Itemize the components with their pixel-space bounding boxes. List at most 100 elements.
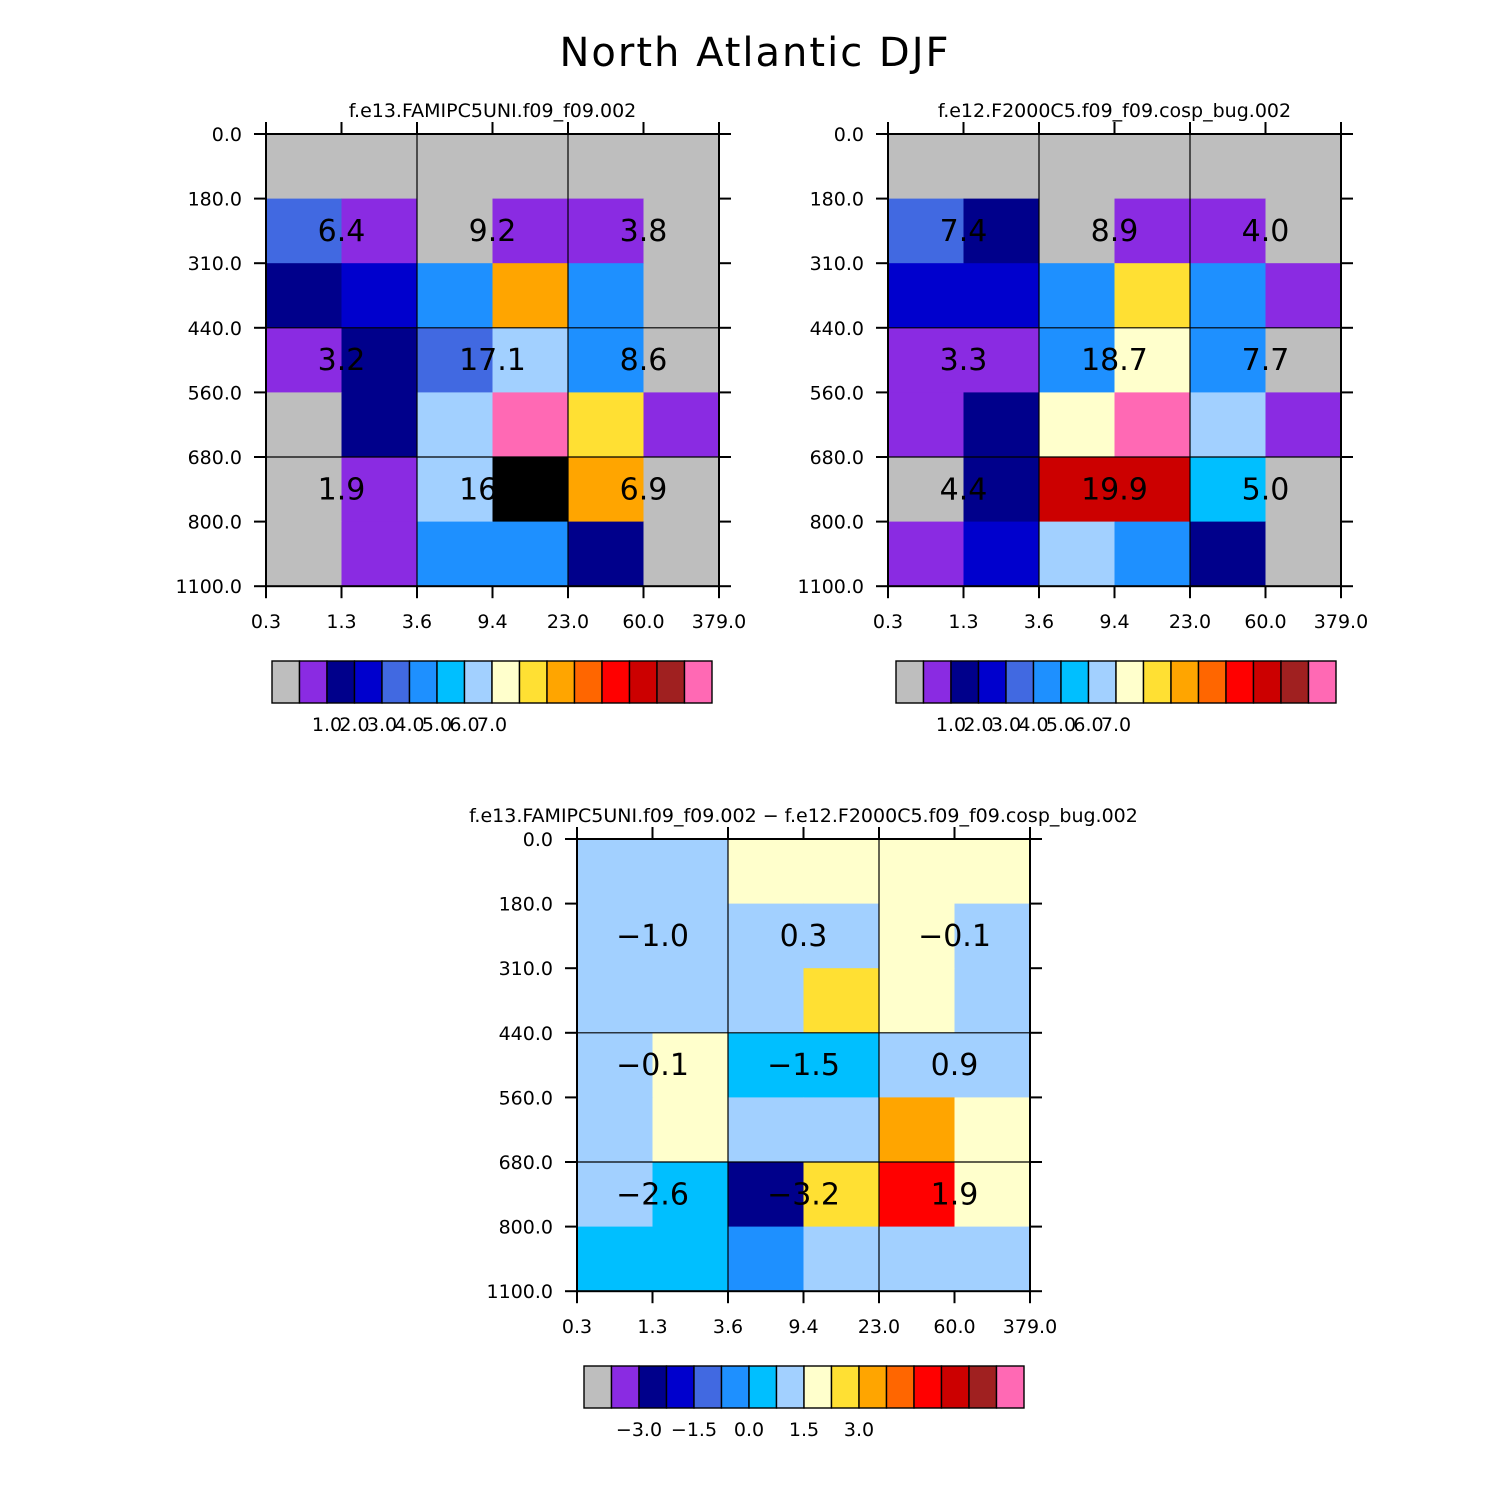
heatmap-cell — [1265, 457, 1342, 523]
heatmap-cell — [803, 968, 880, 1034]
block-value-label: −1.0 — [616, 919, 689, 954]
y-tick-label: 0.0 — [523, 829, 553, 851]
y-tick-label: 680.0 — [188, 447, 242, 469]
y-tick-label: 800.0 — [499, 1217, 553, 1239]
heatmap-cell — [568, 457, 645, 523]
y-tick-label: 1100.0 — [176, 576, 242, 598]
heatmap-cell — [879, 903, 956, 969]
block-value-label: 0.9 — [931, 1048, 979, 1083]
x-tick-label: 0.3 — [251, 611, 281, 633]
heatmap-cell — [492, 198, 569, 264]
colorbar-swatch — [693, 1365, 723, 1409]
heatmap-cell — [341, 392, 418, 458]
colorbar-label: −3.0 — [616, 1419, 662, 1441]
x-tick-label: 60.0 — [933, 1316, 975, 1338]
x-tick-label: 379.0 — [1003, 1316, 1057, 1338]
colorbar-swatch — [1170, 660, 1200, 704]
heatmap-cell — [1265, 134, 1342, 200]
y-tick-label: 440.0 — [499, 1023, 553, 1045]
heatmap-cell — [1114, 392, 1191, 458]
colorbar-swatch — [583, 1365, 613, 1409]
colorbar-swatch — [1280, 660, 1310, 704]
heatmap-cell — [954, 839, 1031, 905]
y-tick-label: 0.0 — [212, 124, 242, 146]
colorbar-swatch — [775, 1365, 805, 1409]
colorbar-swatch — [1252, 660, 1282, 704]
y-tick-label: 180.0 — [810, 189, 864, 211]
y-tick-label: 560.0 — [499, 1087, 553, 1109]
block-value-label: 7.4 — [940, 214, 988, 249]
block-value-label: 8.9 — [1091, 214, 1139, 249]
heatmap-cell — [954, 1226, 1031, 1292]
heatmap-cell — [643, 392, 720, 458]
y-tick-label: 560.0 — [810, 382, 864, 404]
heatmap-cell — [568, 134, 645, 200]
heatmap-cell — [266, 263, 343, 329]
heatmap-cell — [652, 1226, 729, 1292]
heatmap-cell — [568, 521, 645, 587]
colorbar-swatch — [830, 1365, 860, 1409]
x-tick-label: 1.3 — [948, 611, 978, 633]
heatmap-cell — [417, 263, 494, 329]
heatmap-cell — [568, 263, 645, 329]
colorbar-swatch — [665, 1365, 695, 1409]
heatmap-cell — [341, 521, 418, 587]
heatmap-cell — [652, 839, 729, 905]
heatmap-cell — [803, 1226, 880, 1292]
colorbar-swatch — [748, 1365, 778, 1409]
heatmap-cell — [1114, 457, 1191, 523]
colorbar-swatch — [628, 660, 658, 704]
colorbar-label: 4.0 — [394, 714, 424, 736]
heatmap-cell — [888, 134, 965, 200]
heatmap-cell — [1265, 521, 1342, 587]
colorbar-swatch — [940, 1365, 970, 1409]
heatmap-cell — [803, 839, 880, 905]
block-value-label: 17.1 — [459, 343, 526, 378]
x-tick-label: 1.3 — [637, 1316, 667, 1338]
colorbar-swatch — [298, 660, 328, 704]
x-tick-label: 60.0 — [622, 611, 664, 633]
colorbar-label: 6.0 — [1073, 714, 1103, 736]
heatmap-cell — [963, 134, 1040, 200]
heatmap-cell — [1114, 327, 1191, 393]
x-tick-label: 23.0 — [858, 1316, 900, 1338]
heatmap-cell — [492, 457, 569, 523]
heatmap-cell — [1190, 263, 1267, 329]
colorbar-label: 1.0 — [936, 714, 966, 736]
heatmap-cell — [1265, 392, 1342, 458]
heatmap-cell — [266, 198, 343, 264]
colorbar-swatch — [656, 660, 686, 704]
heatmap-cell — [1039, 457, 1116, 523]
heatmap-cell — [1039, 521, 1116, 587]
heatmap-cell — [577, 968, 654, 1034]
colorbar-label: 5.0 — [422, 714, 452, 736]
heatmap-cell — [568, 327, 645, 393]
colorbar-swatch — [381, 660, 411, 704]
panel-title: f.e13.FAMIPC5UNI.f09_f09.002 — [349, 100, 637, 122]
heatmap-cell — [888, 521, 965, 587]
y-tick-label: 560.0 — [188, 382, 242, 404]
heatmap-cell — [266, 521, 343, 587]
colorbar-label: 2.0 — [963, 714, 993, 736]
heatmap-cell — [963, 457, 1040, 523]
y-tick-label: 440.0 — [810, 318, 864, 340]
colorbar-swatch — [1087, 660, 1117, 704]
page-title: North Atlantic DJF — [559, 30, 951, 76]
colorbar-label: 5.0 — [1046, 714, 1076, 736]
heatmap-cell — [963, 327, 1040, 393]
x-tick-label: 3.6 — [402, 611, 432, 633]
colorbar-swatch — [895, 660, 925, 704]
colorbar-swatch — [1032, 660, 1062, 704]
heatmap-cell — [954, 1162, 1031, 1228]
heatmap-cell — [954, 903, 1031, 969]
colorbar-label: 4.0 — [1018, 714, 1048, 736]
colorbar-swatch — [1060, 660, 1090, 704]
panel-title: f.e12.F2000C5.f09_f09.cosp_bug.002 — [938, 100, 1291, 122]
block-value-label: 1.9 — [931, 1177, 979, 1212]
heatmap-cell — [888, 392, 965, 458]
heatmap-cell — [728, 903, 805, 969]
heatmap-cell — [266, 457, 343, 523]
heatmap-cell — [803, 1162, 880, 1228]
heatmap-cell — [266, 134, 343, 200]
